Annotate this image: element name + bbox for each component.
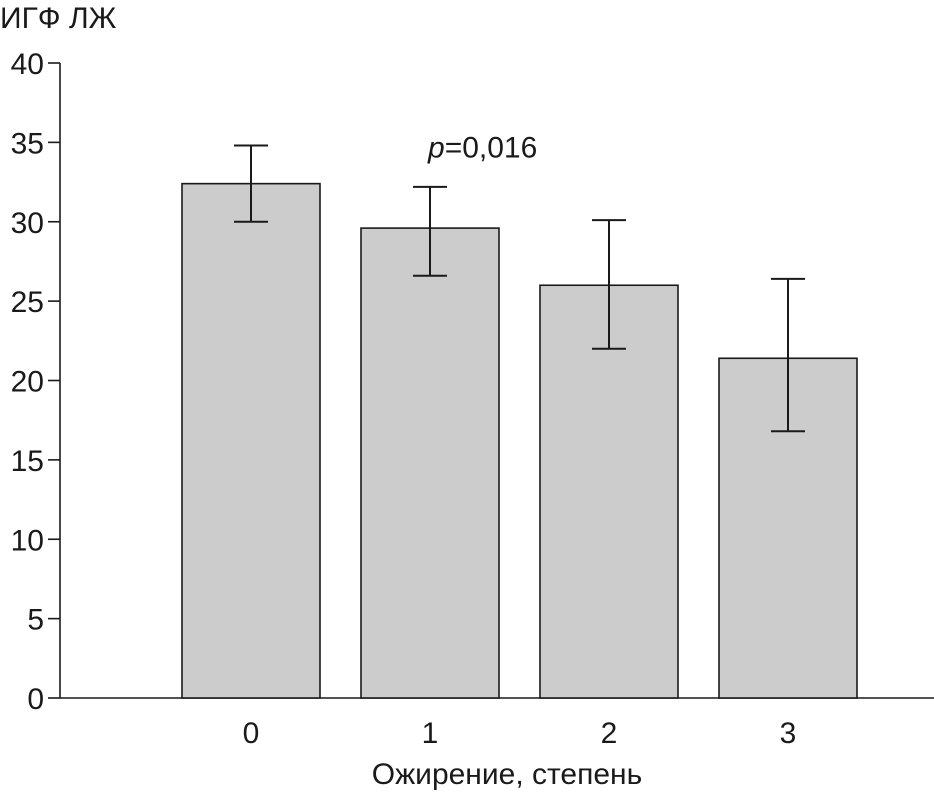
y-tick-label: 35 — [11, 127, 44, 160]
y-tick-label: 25 — [11, 286, 44, 319]
y-tick-label: 0 — [27, 683, 44, 716]
y-axis: 0 5 10 15 20 25 30 35 40 — [11, 48, 61, 716]
y-tick-label: 20 — [11, 366, 44, 399]
error-bars — [234, 144, 805, 433]
y-tick-label: 40 — [11, 48, 44, 81]
y-tick-label: 5 — [27, 604, 44, 637]
x-tick-label: 0 — [243, 717, 260, 750]
x-tick-label: 3 — [780, 717, 797, 750]
p-symbol: p — [427, 131, 445, 164]
p-value-text: =0,016 — [445, 131, 538, 164]
x-axis-title: Ожирение, степень — [372, 758, 642, 791]
bar-0 — [181, 182, 321, 699]
y-axis-title: ИГФ ЛЖ — [0, 2, 117, 35]
p-value-annotation: p=0,016 — [427, 131, 537, 164]
x-axis: 0 1 2 3 — [60, 697, 934, 750]
y-tick-label: 15 — [11, 445, 44, 478]
y-tick-label: 30 — [11, 207, 44, 240]
bar-2 — [539, 284, 679, 699]
x-tick-label: 1 — [422, 717, 439, 750]
y-tick-label: 10 — [11, 524, 44, 557]
bar-1 — [360, 227, 500, 699]
x-tick-label: 2 — [601, 717, 618, 750]
bars — [181, 182, 858, 699]
